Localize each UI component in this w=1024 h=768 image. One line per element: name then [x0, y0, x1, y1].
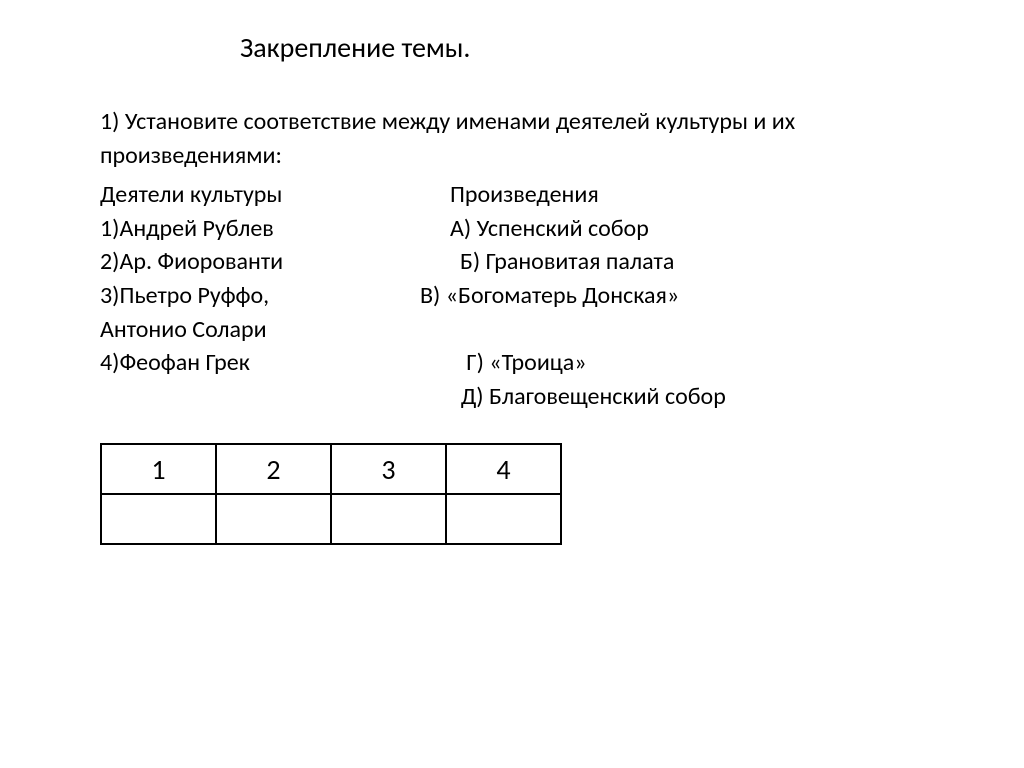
left-item: 2)Ар. Фиорованти — [100, 245, 450, 279]
matching-row: Антонио Солари — [100, 313, 924, 347]
page-title: Закрепление темы. — [240, 30, 924, 65]
left-item: 1)Андрей Рублев — [100, 212, 450, 246]
right-item: Б) Грановитая палата — [450, 245, 924, 279]
matching-row: 4)Феофан Грек Г) «Троица» — [100, 346, 924, 380]
matching-row: Д) Благовещенский собор — [100, 380, 924, 414]
answer-cell[interactable] — [216, 494, 331, 544]
answer-cell[interactable] — [101, 494, 216, 544]
answer-cell[interactable] — [331, 494, 446, 544]
left-column-header: Деятели культуры — [100, 178, 450, 212]
right-item — [450, 313, 924, 347]
matching-row: 3)Пьетро Руффо, В) «Богоматерь Донская» — [100, 279, 924, 313]
table-header-cell: 4 — [446, 444, 561, 494]
table-answer-row — [101, 494, 561, 544]
table-header-cell: 3 — [331, 444, 446, 494]
table-header-row: 1 2 3 4 — [101, 444, 561, 494]
answer-table: 1 2 3 4 — [100, 443, 562, 545]
right-item: Д) Благовещенский собор — [450, 380, 924, 414]
right-column-header: Произведения — [450, 178, 924, 212]
right-item: А) Успенский собор — [450, 212, 924, 246]
left-item: 3)Пьетро Руффо, — [100, 279, 450, 313]
right-item: В) «Богоматерь Донская» — [420, 279, 924, 313]
left-item — [100, 380, 450, 414]
table-header-cell: 1 — [101, 444, 216, 494]
matching-row: 1)Андрей Рублев А) Успенский собор — [100, 212, 924, 246]
right-item: Г) «Троица» — [450, 346, 924, 380]
table-header-cell: 2 — [216, 444, 331, 494]
columns-header-row: Деятели культуры Произведения — [100, 178, 924, 212]
task-instruction: 1) Установите соответствие между именами… — [100, 105, 924, 172]
left-item: Антонио Солари — [100, 313, 450, 347]
left-item: 4)Феофан Грек — [100, 346, 450, 380]
matching-row: 2)Ар. Фиорованти Б) Грановитая палата — [100, 245, 924, 279]
answer-cell[interactable] — [446, 494, 561, 544]
